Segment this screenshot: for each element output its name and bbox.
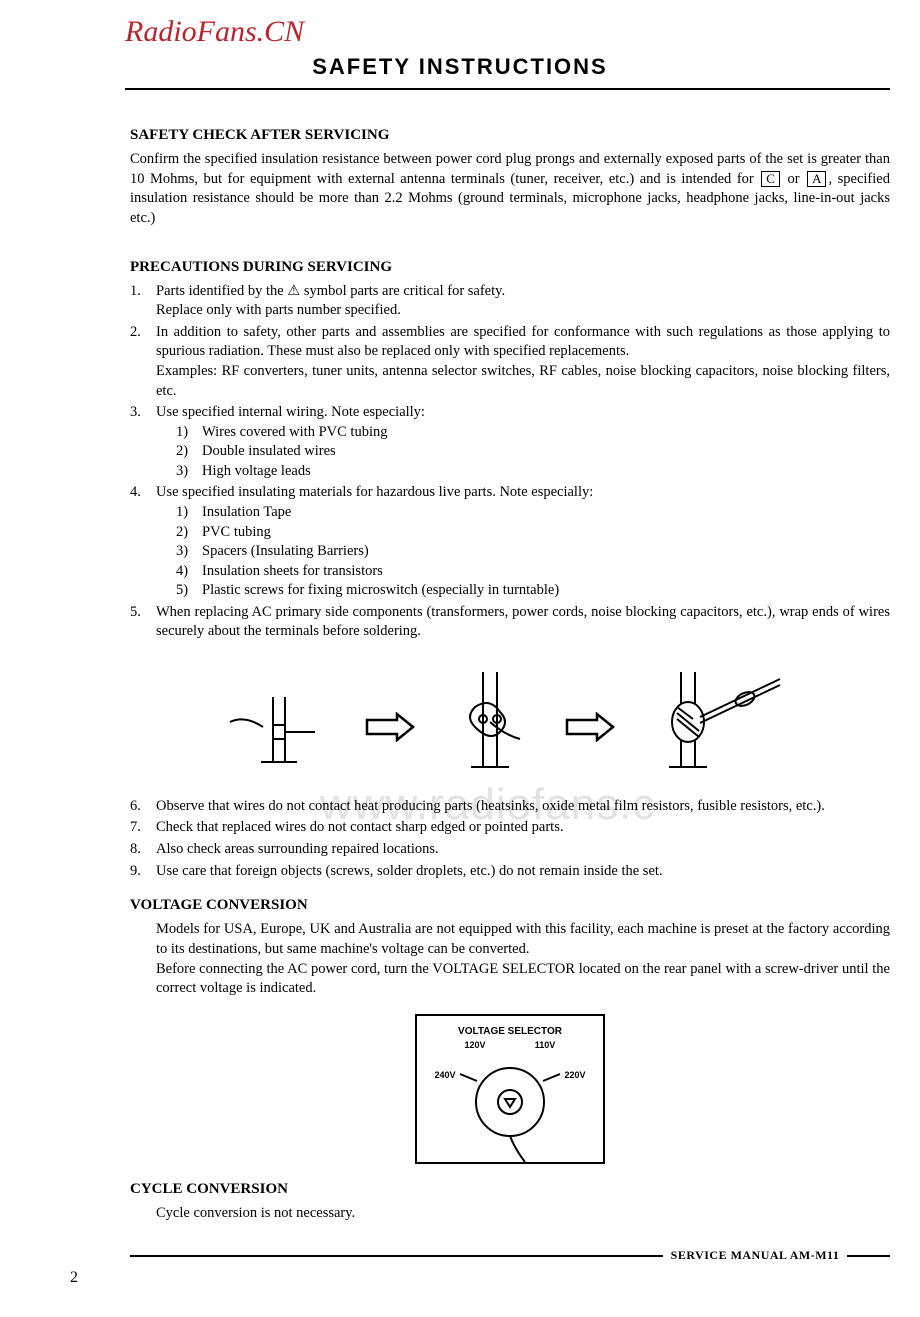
num: 5. [130, 603, 156, 642]
num: 1) [176, 503, 202, 523]
text: Check that replaced wires do not contact… [156, 818, 890, 838]
text: High voltage leads [202, 462, 311, 482]
num: 5) [176, 581, 202, 601]
footer-rule: SERVICE MANUAL AM-M11 [130, 1248, 890, 1263]
v120-label: 120V [464, 1040, 485, 1050]
title-rule [125, 88, 890, 90]
text: Use specified insulating materials for h… [156, 483, 890, 600]
text: Use specified internal wiring. Note espe… [156, 404, 425, 420]
text: Wires covered with PVC tubing [202, 423, 387, 443]
terminal-1-icon [225, 667, 335, 787]
rule [847, 1255, 890, 1257]
heading-precautions: PRECAUTIONS DURING SERVICING [130, 257, 890, 277]
content: SAFETY CHECK AFTER SERVICING Confirm the… [130, 125, 890, 1223]
num: 8. [130, 840, 156, 860]
text: Plastic screws for fixing microswitch (e… [202, 581, 559, 601]
text: Parts identified by the [156, 283, 287, 299]
voltage-selector-diagram: VOLTAGE SELECTOR 120V 110V 240V 220V [130, 1014, 890, 1164]
box-a: A [807, 171, 826, 187]
list-item: 9.Use care that foreign objects (screws,… [130, 862, 890, 882]
num: 4. [130, 483, 156, 600]
terminal-2-icon [445, 667, 535, 787]
v110-label: 110V [535, 1040, 556, 1050]
num: 1) [176, 423, 202, 443]
text: RF converters, tuner units, antenna sele… [156, 363, 890, 399]
text: Observe that wires do not contact heat p… [156, 797, 890, 817]
sub-list: 1)Insulation Tape 2)PVC tubing 3)Spacers… [176, 503, 890, 601]
list-item: 1)Insulation Tape [176, 503, 890, 523]
num: 3) [176, 462, 202, 482]
list-item: 3)High voltage leads [176, 462, 890, 482]
text: In addition to safety, other parts and a… [156, 323, 890, 401]
page-title: SAFETY INSTRUCTIONS [0, 54, 920, 80]
text: Use specified internal wiring. Note espe… [156, 403, 890, 481]
para-voltage: Models for USA, Europe, UK and Australia… [156, 920, 890, 998]
warning-icon: ⚠ [287, 283, 300, 299]
v240-label: 240V [434, 1070, 455, 1080]
text: Examples: [156, 363, 222, 379]
box-c: C [761, 171, 780, 187]
precautions-list-cont: 6.Observe that wires do not contact heat… [130, 797, 890, 881]
list-item: 2)Double insulated wires [176, 442, 890, 462]
selector-title: VOLTAGE SELECTOR [458, 1026, 563, 1037]
text: Insulation sheets for transistors [202, 562, 383, 582]
num: 1. [130, 282, 156, 321]
arrow-icon [365, 712, 415, 742]
list-item: 3. Use specified internal wiring. Note e… [130, 403, 890, 481]
soldering-diagram [130, 667, 890, 787]
heading-safety-check: SAFETY CHECK AFTER SERVICING [130, 125, 890, 145]
text: When replacing AC primary side component… [156, 603, 890, 642]
list-item: 2. In addition to safety, other parts an… [130, 323, 890, 401]
num: 2) [176, 442, 202, 462]
para-safety-check: Confirm the specified insulation resista… [130, 150, 890, 228]
text: Use care that foreign objects (screws, s… [156, 862, 890, 882]
heading-voltage: VOLTAGE CONVERSION [130, 895, 890, 915]
text: PVC tubing [202, 523, 271, 543]
text: Spacers (Insulating Barriers) [202, 542, 369, 562]
text: Examples: RF converters, tuner units, an… [156, 363, 890, 399]
list-item: 8.Also check areas surrounding repaired … [130, 840, 890, 860]
list-item: 5)Plastic screws for fixing microswitch … [176, 581, 890, 601]
text: Also check areas surrounding repaired lo… [156, 840, 890, 860]
list-item: 5. When replacing AC primary side compon… [130, 603, 890, 642]
list-item: 2)PVC tubing [176, 523, 890, 543]
footer-label: SERVICE MANUAL AM-M11 [671, 1248, 840, 1263]
text: symbol parts are critical for safety. [300, 283, 505, 299]
terminal-soldered-icon [645, 667, 795, 787]
num: 2. [130, 323, 156, 401]
num: 6. [130, 797, 156, 817]
list-item: 1)Wires covered with PVC tubing [176, 423, 890, 443]
page-number: 2 [70, 1269, 920, 1287]
list-item: 1. Parts identified by the ⚠ symbol part… [130, 282, 890, 321]
num: 3. [130, 403, 156, 481]
num: 2) [176, 523, 202, 543]
num: 4) [176, 562, 202, 582]
text: Replace only with parts number specified… [156, 302, 401, 318]
text: In addition to safety, other parts and a… [156, 324, 890, 360]
para-cycle: Cycle conversion is not necessary. [156, 1204, 890, 1224]
precautions-list: 1. Parts identified by the ⚠ symbol part… [130, 282, 890, 642]
list-item: 4)Insulation sheets for transistors [176, 562, 890, 582]
text: Insulation Tape [202, 503, 291, 523]
num: 3) [176, 542, 202, 562]
text: or [782, 171, 805, 187]
watermark-header: RadioFans.CN [125, 15, 920, 49]
list-item: 3)Spacers (Insulating Barriers) [176, 542, 890, 562]
text: Use specified insulating materials for h… [156, 484, 593, 500]
num: 9. [130, 862, 156, 882]
num: 7. [130, 818, 156, 838]
list-item: 4. Use specified insulating materials fo… [130, 483, 890, 600]
list-item: 6.Observe that wires do not contact heat… [130, 797, 890, 817]
list-item: 7.Check that replaced wires do not conta… [130, 818, 890, 838]
rule [130, 1255, 663, 1257]
sub-list: 1)Wires covered with PVC tubing 2)Double… [176, 423, 890, 482]
arrow-icon [565, 712, 615, 742]
text: Double insulated wires [202, 442, 336, 462]
heading-cycle: CYCLE CONVERSION [130, 1179, 890, 1199]
v220-label: 220V [564, 1070, 585, 1080]
text: Parts identified by the ⚠ symbol parts a… [156, 282, 890, 321]
